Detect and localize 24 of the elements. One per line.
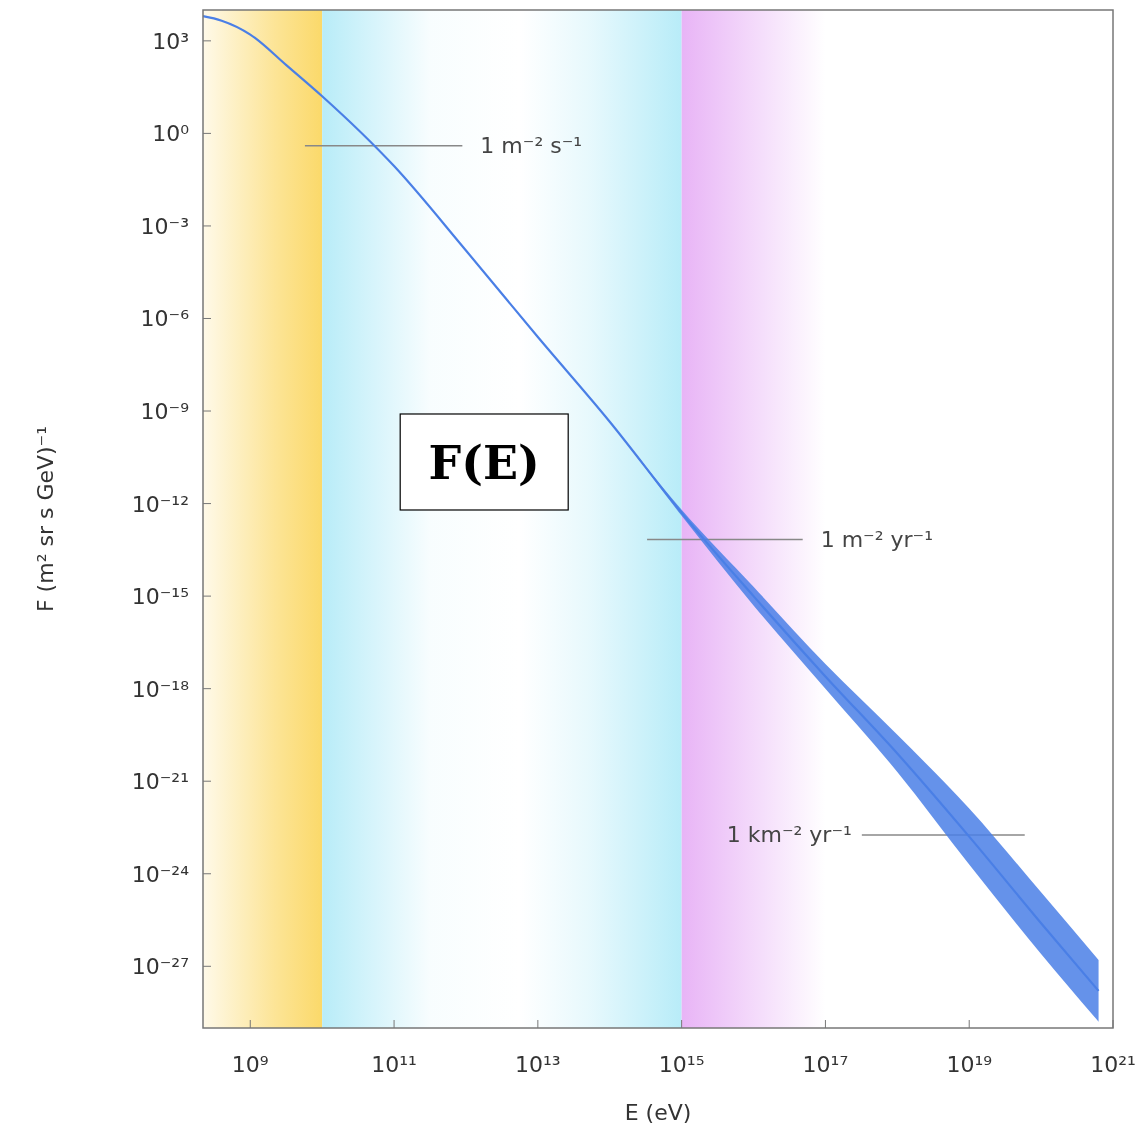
y-tick-label: 10⁻¹² (131, 491, 189, 517)
y-tick-label: 10³ (152, 28, 189, 54)
y-tick-label: 10⁻⁶ (140, 306, 190, 332)
x-tick-label: 10¹³ (515, 1052, 561, 1077)
x-tick-label: 10²¹ (1090, 1052, 1136, 1077)
x-tick-label: 10¹⁹ (946, 1052, 993, 1077)
y-tick-label: 10⁰ (152, 121, 190, 147)
y-axis-title: F (m² sr s GeV)⁻¹ (33, 425, 58, 613)
ref-line-label: 1 km⁻² yr⁻¹ (726, 822, 852, 848)
ref-line-label: 1 m⁻² s⁻¹ (480, 132, 583, 158)
y-tick-label: 10⁻²⁷ (131, 954, 189, 980)
y-tick-label: 10⁻³ (140, 213, 189, 239)
y-tick-label: 10⁻²⁴ (131, 861, 190, 887)
x-axis-title: E (eV) (624, 1100, 692, 1125)
y-tick-label: 10⁻²¹ (131, 769, 189, 795)
x-tick-label: 10¹¹ (371, 1052, 417, 1077)
y-tick-label: 10⁻⁹ (140, 399, 189, 425)
y-tick-label: 10⁻¹⁸ (131, 676, 190, 702)
x-tick-label: 10⁹ (231, 1052, 269, 1077)
ref-line-label: 1 m⁻² yr⁻¹ (820, 526, 934, 552)
y-tick-label: 10⁻¹⁵ (131, 584, 189, 610)
x-tick-label: 10¹⁷ (802, 1052, 849, 1077)
x-tick-label: 10¹⁵ (658, 1052, 705, 1077)
annotation: F(E) (428, 435, 540, 490)
